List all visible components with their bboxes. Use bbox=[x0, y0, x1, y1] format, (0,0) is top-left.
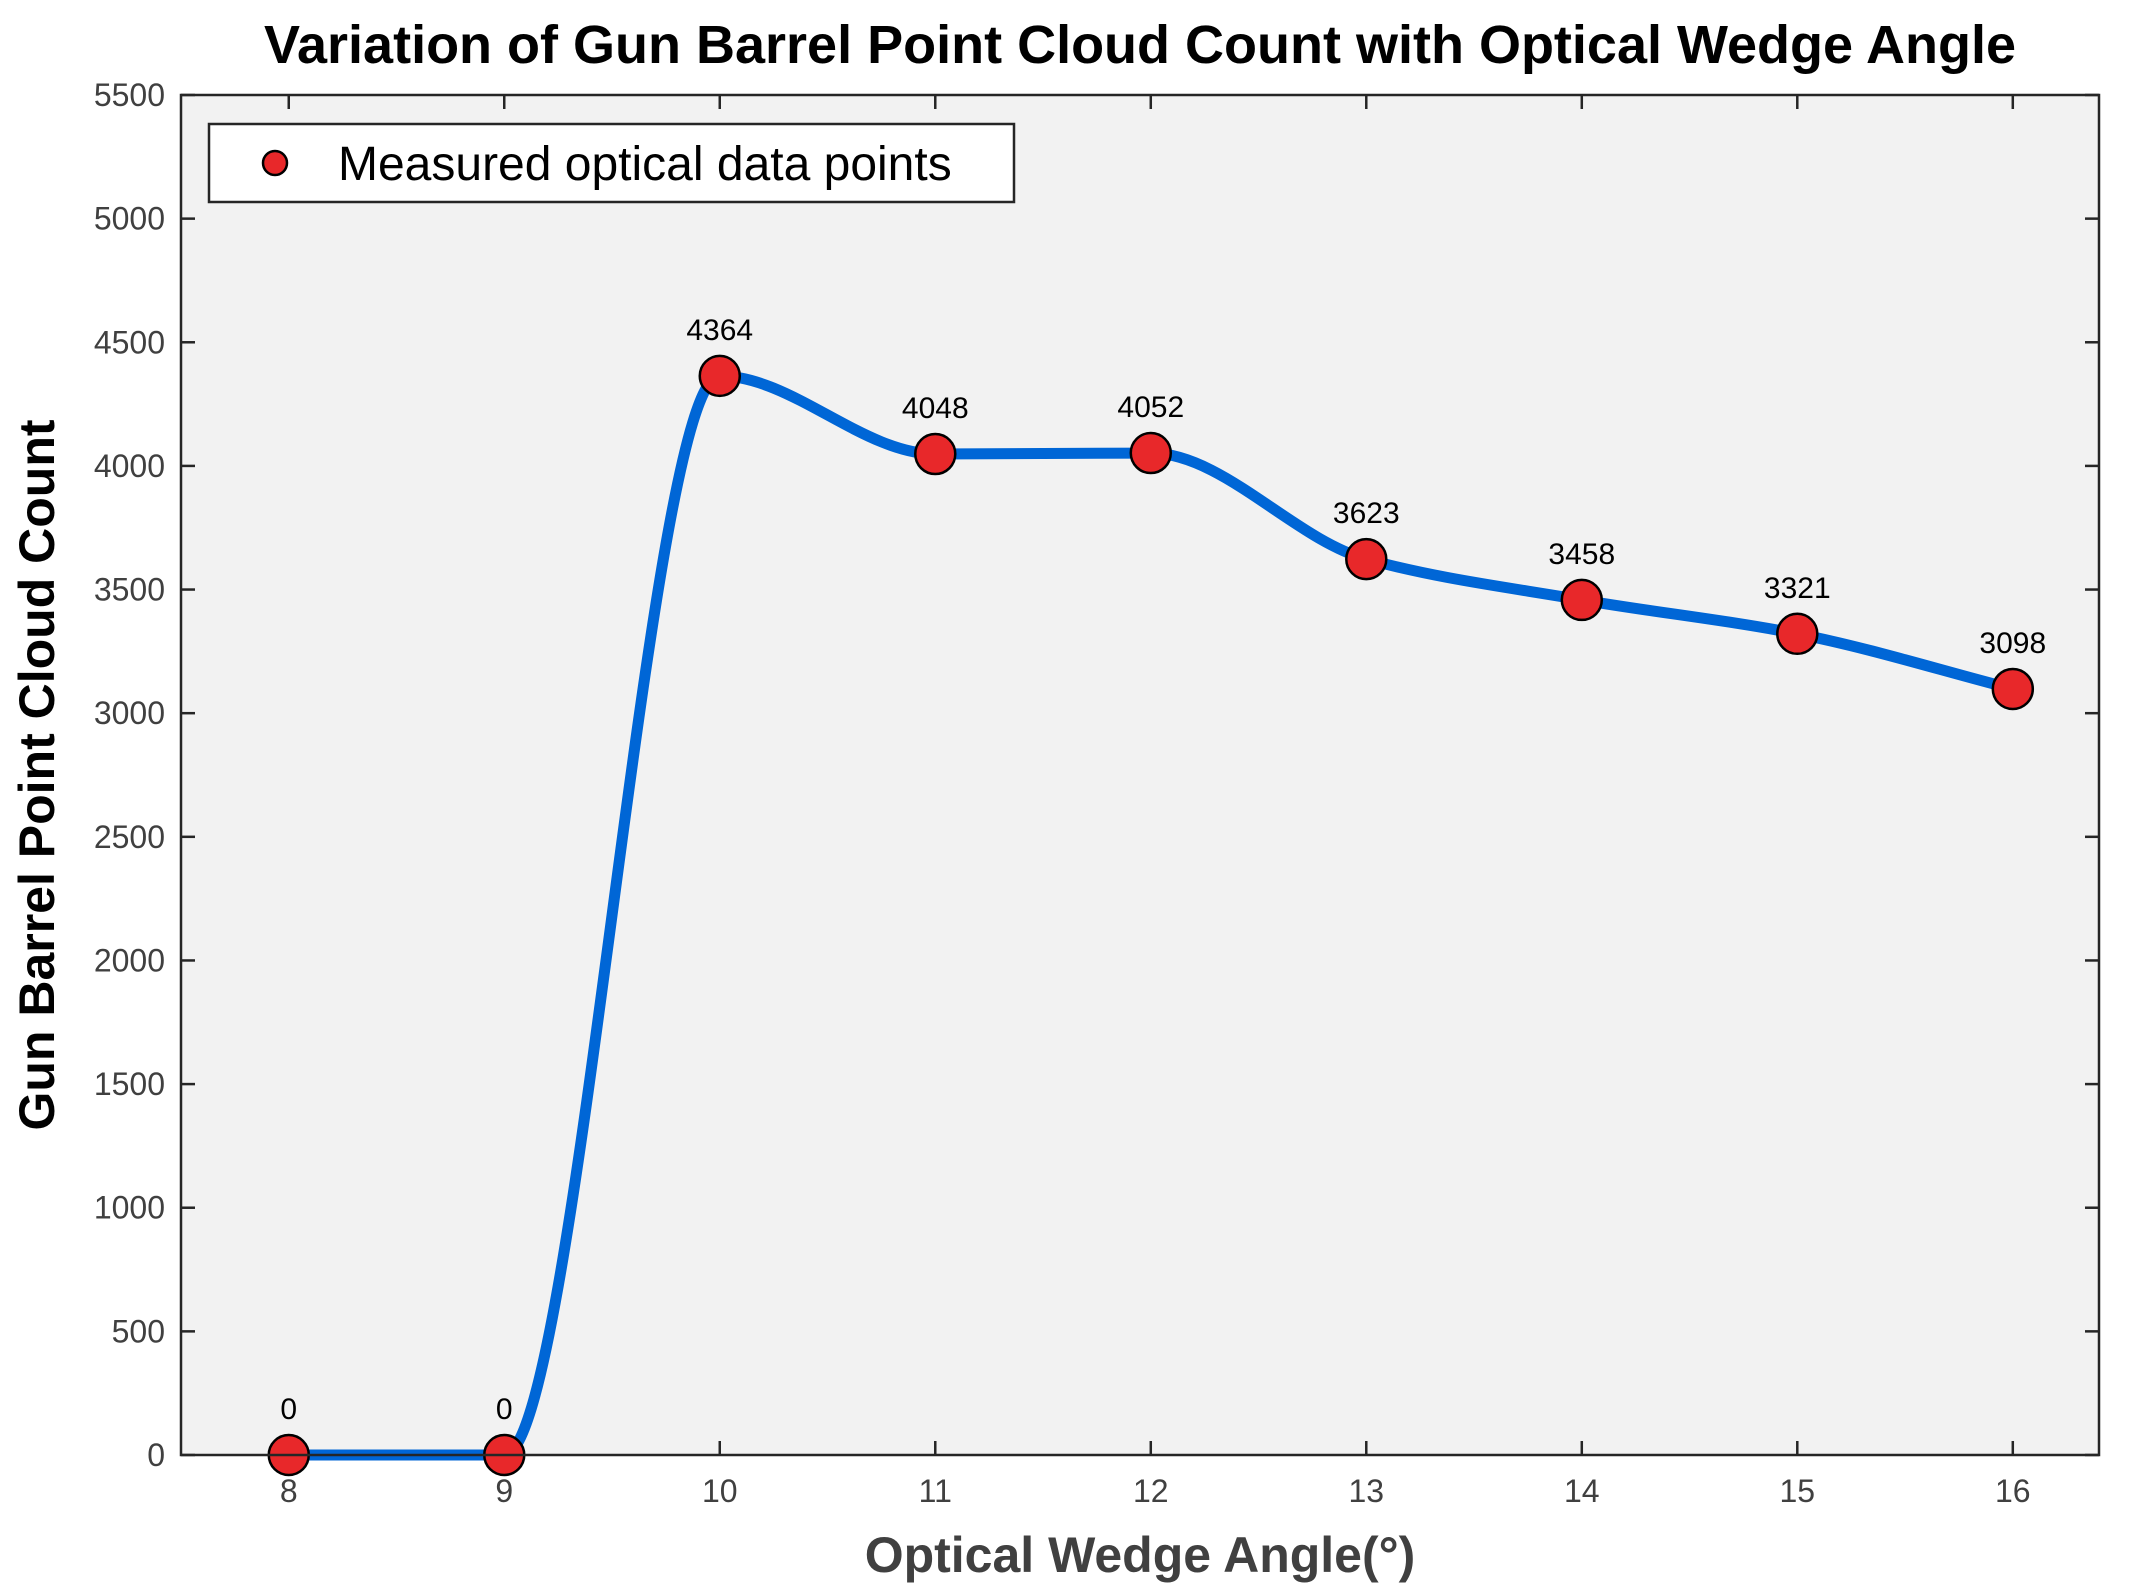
y-tick-label: 500 bbox=[112, 1313, 165, 1349]
x-tick-label: 11 bbox=[919, 1473, 952, 1509]
y-tick-label: 3500 bbox=[94, 572, 165, 608]
x-tick-label: 16 bbox=[1995, 1473, 2031, 1509]
x-tick-label: 13 bbox=[1348, 1473, 1384, 1509]
series-line bbox=[283, 370, 2019, 1461]
y-tick-label: 5000 bbox=[94, 201, 165, 237]
x-tick-label: 15 bbox=[1779, 1473, 1815, 1509]
x-tick-label: 14 bbox=[1564, 1473, 1600, 1509]
data-label: 3458 bbox=[1548, 538, 1615, 571]
chart-title: Variation of Gun Barrel Point Cloud Coun… bbox=[264, 15, 2016, 75]
data-point bbox=[914, 432, 957, 476]
y-tick-label: 4000 bbox=[94, 448, 165, 484]
y-axis-label: Gun Barrel Point Cloud Count bbox=[9, 419, 65, 1130]
data-label: 3321 bbox=[1764, 572, 1831, 605]
data-label: 3623 bbox=[1333, 497, 1400, 530]
data-labels: 0 0 4364 4048 4052 3623 3458 3321 3098 bbox=[280, 314, 2046, 1426]
y-tick-label: 2500 bbox=[94, 819, 165, 855]
legend-label: Measured optical data points bbox=[338, 138, 952, 191]
data-point bbox=[1129, 431, 1173, 475]
data-label: 4052 bbox=[1117, 391, 1184, 424]
y-tick-label: 3000 bbox=[94, 695, 165, 731]
x-tick-label: 9 bbox=[495, 1473, 513, 1509]
y-tick-label: 2000 bbox=[94, 942, 165, 978]
y-tick-label: 1500 bbox=[94, 1066, 165, 1102]
data-point bbox=[698, 354, 742, 398]
x-axis-ticks: 8 9 10 11 12 13 14 15 16 bbox=[280, 95, 2031, 1509]
x-axis-label: Optical Wedge Angle(°) bbox=[865, 1527, 1416, 1583]
data-markers bbox=[267, 354, 2035, 1477]
y-tick-label: 0 bbox=[147, 1437, 165, 1473]
x-tick-label: 12 bbox=[1133, 1473, 1169, 1509]
data-point bbox=[1776, 612, 1819, 656]
legend: Measured optical data points bbox=[207, 122, 1016, 204]
data-label: 4048 bbox=[902, 392, 969, 425]
data-point bbox=[1560, 578, 1604, 622]
data-label: 0 bbox=[496, 1393, 513, 1426]
data-point bbox=[1991, 667, 2035, 711]
data-point bbox=[1345, 537, 1388, 581]
x-tick-label: 10 bbox=[702, 1473, 738, 1509]
data-label: 3098 bbox=[1979, 627, 2046, 660]
plot-area bbox=[181, 95, 2099, 1455]
x-tick-label: 8 bbox=[280, 1473, 298, 1509]
y-tick-label: 5500 bbox=[94, 77, 165, 113]
data-label: 0 bbox=[280, 1393, 297, 1426]
y-axis-ticks: 0 500 1000 1500 2000 2500 3000 3500 4000 4500 5000… bbox=[94, 77, 2099, 1473]
y-tick-label: 1000 bbox=[94, 1190, 165, 1226]
legend-marker-icon bbox=[261, 149, 289, 177]
plot-frame bbox=[179, 93, 2101, 1457]
y-tick-label: 4500 bbox=[94, 324, 165, 360]
data-label: 4364 bbox=[686, 314, 753, 347]
legend-box bbox=[207, 122, 1016, 204]
